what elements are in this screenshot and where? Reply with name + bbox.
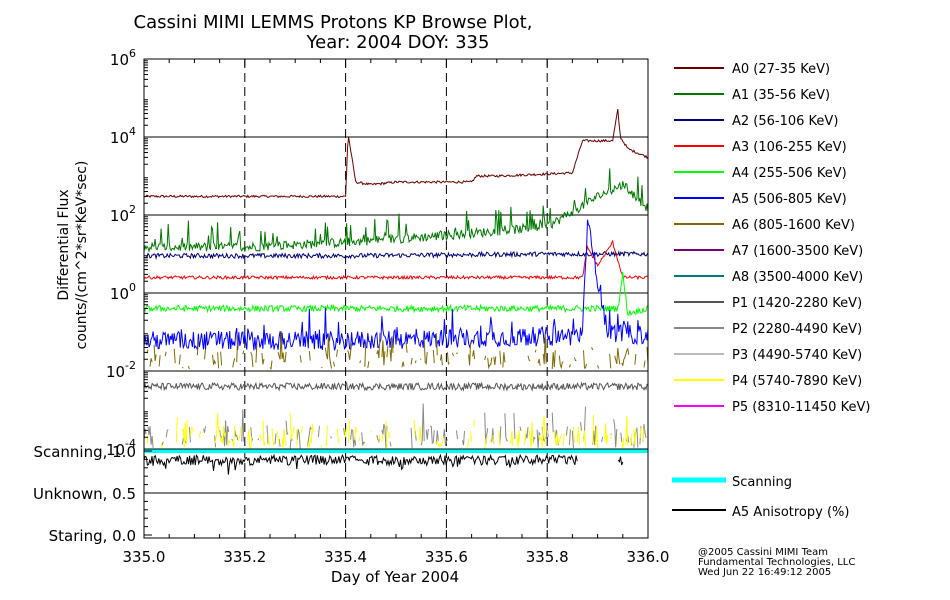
legend-label: P2 (2280-4490 KeV) [732, 322, 862, 337]
mode-y-tick-label: Unknown, 0.5 [33, 485, 136, 503]
mode-y-tick-label: Staring, 0.0 [49, 527, 136, 545]
x-tick-label: 335.2 [223, 548, 266, 566]
chart-title: Cassini MIMI LEMMS Protons KP Browse Plo… [134, 12, 533, 33]
mode-y-tick-label: Scanning, 1.0 [33, 443, 136, 461]
legend-label: A2 (56-106 KeV) [732, 114, 838, 129]
legend-label: P1 (1420-2280 KeV) [732, 296, 862, 311]
y-tick-label: 10-2 [106, 359, 136, 381]
credit-line-3: Wed Jun 22 16:49:12 2005 [698, 567, 831, 578]
series-line-2 [144, 250, 649, 261]
series-line-0 [143, 109, 649, 199]
legend-label: P5 (8310-11450 KeV) [732, 400, 870, 415]
series-line-12 [146, 412, 645, 450]
legend-label: A5 Anisotropy (%) [732, 505, 849, 520]
y-tick-label: 104 [110, 125, 136, 147]
x-tick-label: 336.0 [627, 548, 670, 566]
legend-label: P3 (4490-5740 KeV) [732, 348, 862, 363]
legend-label: A7 (1600-3500 KeV) [732, 244, 863, 259]
legend-label: A8 (3500-4000 KeV) [732, 270, 863, 285]
mode-legend: Scanning A5 Anisotropy (%) [672, 475, 849, 520]
legend-label: P4 (5740-7890 KeV) [732, 374, 862, 389]
x-tick-label: 335.0 [123, 548, 166, 566]
credit-line-2: Fundamental Technologies, LLC [698, 557, 855, 568]
legend-label: A3 (106-255 KeV) [732, 140, 847, 155]
series-line-5 [143, 219, 649, 352]
y-tick-label: 102 [110, 203, 136, 225]
y-axis-label: Differential Flux [56, 189, 72, 300]
chart-subtitle: Year: 2004 DOY: 335 [306, 32, 490, 53]
series-line-4 [143, 271, 649, 317]
series-line-anisotropy [143, 453, 624, 475]
flux-panel: 106 104 102 100 10-2 10-4 [106, 47, 648, 459]
y-axis-units: counts/(cm^2*sr*KeV*sec) [74, 161, 90, 350]
mode-panel: Scanning, 1.0 Unknown, 0.5 Staring, 0.0 33… [33, 59, 670, 566]
x-tick-label: 335.4 [324, 548, 367, 566]
x-tick-label: 335.8 [526, 548, 569, 566]
series-line-10 [144, 404, 648, 449]
y-tick-label: 10-4 [106, 437, 136, 459]
series-line-6 [146, 330, 649, 371]
series-line-9 [143, 381, 649, 392]
series-line-1 [143, 168, 649, 253]
x-tick-label: 335.6 [425, 548, 468, 566]
legend-label: A0 (27-35 KeV) [732, 62, 830, 77]
legend-label: A6 (805-1600 KeV) [732, 218, 855, 233]
series-line-3 [143, 239, 649, 281]
legend-label: A1 (35-56 KeV) [732, 88, 830, 103]
y-tick-label: 106 [110, 47, 136, 69]
credit-line-1: @2005 Cassini MIMI Team [698, 547, 828, 558]
legend-label: Scanning [732, 475, 792, 490]
legend-label: A4 (255-506 KeV) [732, 166, 847, 181]
x-axis-label: Day of Year 2004 [331, 568, 459, 586]
legend-label: A5 (506-805 KeV) [732, 192, 847, 207]
flux-legend: A0 (27-35 KeV) A1 (35-56 KeV) A2 (56-106 K… [674, 62, 870, 415]
y-tick-label: 100 [110, 281, 136, 303]
